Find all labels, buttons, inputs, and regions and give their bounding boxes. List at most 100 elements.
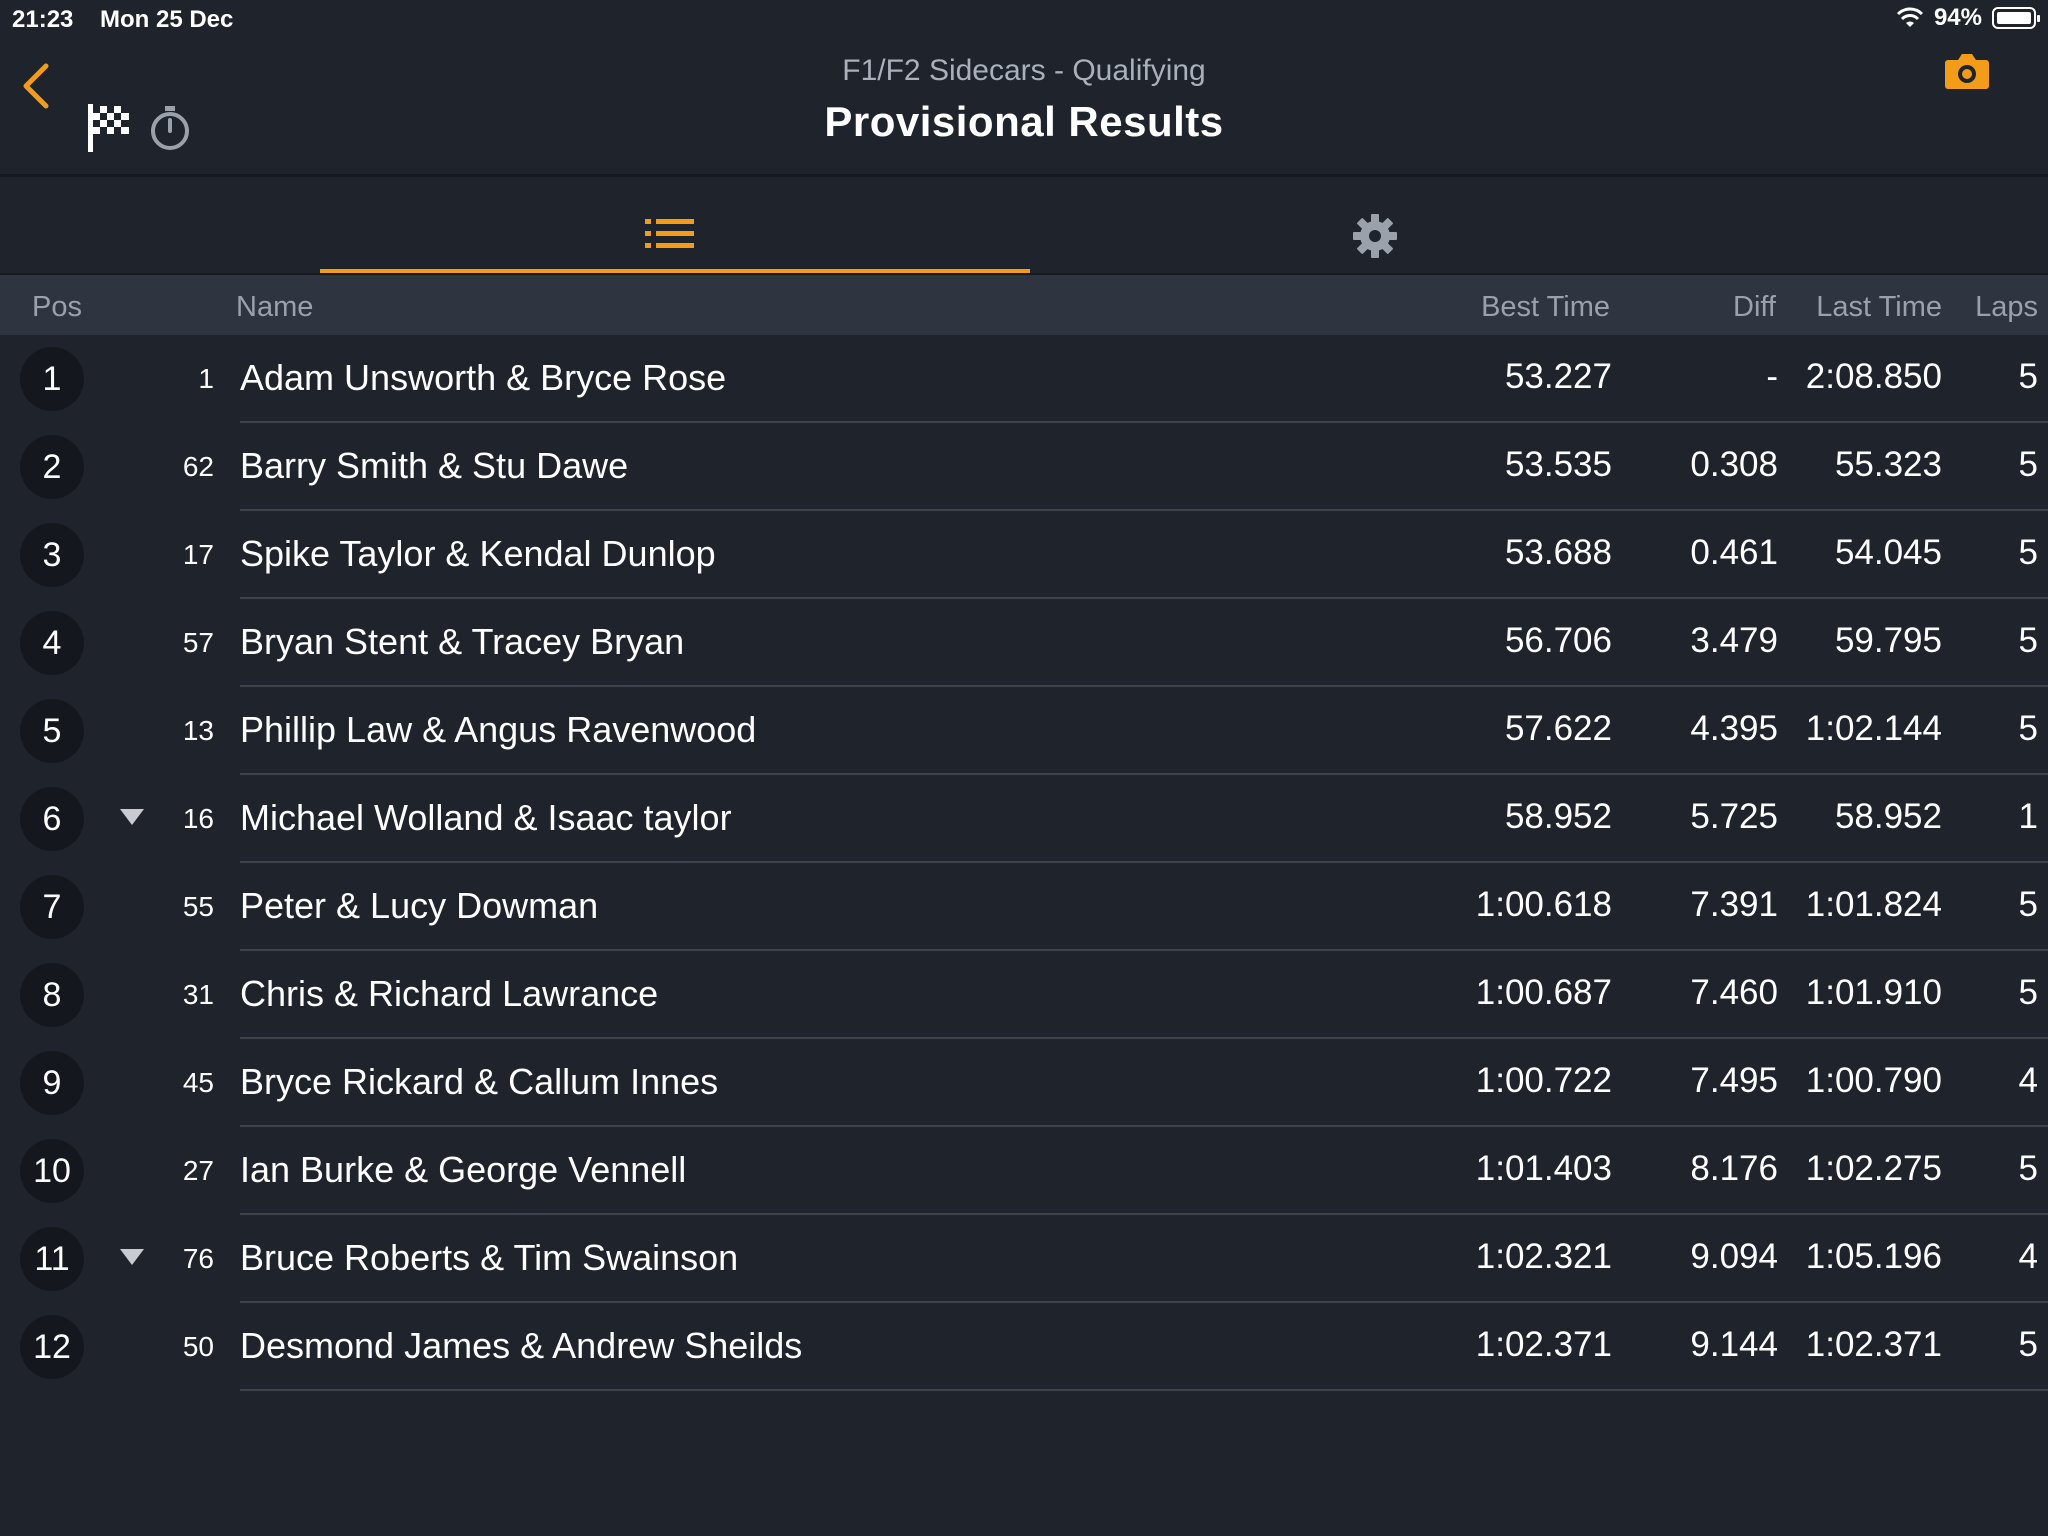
best-time: 58.952 bbox=[1504, 797, 1612, 836]
last-time: 1:02.371 bbox=[1805, 1325, 1942, 1364]
laps-count: 5 bbox=[2018, 357, 2038, 396]
status-time: 21:23 bbox=[12, 6, 74, 33]
header: F1/F2 Sidecars - Qualifying Provisional … bbox=[0, 40, 2048, 177]
table-row[interactable]: 12 50 Desmond James & Andrew Sheilds 1:0… bbox=[0, 1303, 2048, 1391]
table-row[interactable]: 4 57 Bryan Stent & Tracey Bryan 56.706 3… bbox=[0, 599, 2048, 687]
car-number: 45 bbox=[182, 1067, 214, 1098]
competitor-name: Bruce Roberts & Tim Swainson bbox=[240, 1237, 739, 1278]
column-header-last-time[interactable]: Last Time bbox=[1816, 291, 1942, 323]
laps-count: 4 bbox=[2018, 1237, 2038, 1276]
camera-button[interactable] bbox=[1944, 52, 1990, 95]
competitor-name: Peter & Lucy Dowman bbox=[240, 885, 599, 926]
results-list: 1 1 Adam Unsworth & Bryce Rose 53.227 - … bbox=[0, 335, 2048, 1391]
laps-count: 1 bbox=[2018, 797, 2038, 836]
laps-count: 5 bbox=[2018, 1149, 2038, 1188]
position-badge: 12 bbox=[20, 1315, 84, 1379]
last-time: 2:08.850 bbox=[1805, 357, 1942, 396]
tab-bar bbox=[0, 177, 2048, 275]
competitor-name: Chris & Richard Lawrance bbox=[240, 973, 659, 1014]
diff-time: 7.391 bbox=[1690, 885, 1778, 924]
row-divider bbox=[240, 773, 2048, 775]
table-row[interactable]: 2 62 Barry Smith & Stu Dawe 53.535 0.308… bbox=[0, 423, 2048, 511]
status-date: Mon 25 Dec bbox=[100, 6, 234, 33]
best-time: 1:02.321 bbox=[1475, 1237, 1612, 1276]
last-time: 59.795 bbox=[1834, 621, 1942, 660]
table-header: Pos Name Best Time Diff Last Time Laps bbox=[0, 275, 2048, 335]
last-time: 1:01.824 bbox=[1805, 885, 1942, 924]
table-row[interactable]: 10 27 Ian Burke & George Vennell 1:01.40… bbox=[0, 1127, 2048, 1215]
car-number: 50 bbox=[182, 1331, 214, 1362]
status-bar: 21:23 Mon 25 Dec 94% bbox=[0, 0, 2048, 40]
laps-count: 5 bbox=[2018, 973, 2038, 1012]
back-button[interactable] bbox=[18, 58, 58, 128]
last-time: 55.323 bbox=[1834, 445, 1942, 484]
column-header-pos[interactable]: Pos bbox=[32, 291, 82, 323]
tab-results-list[interactable] bbox=[320, 177, 1030, 273]
laps-count: 5 bbox=[2018, 1325, 2038, 1364]
last-time: 1:02.144 bbox=[1805, 709, 1942, 748]
table-row[interactable]: 9 45 Bryce Rickard & Callum Innes 1:00.7… bbox=[0, 1039, 2048, 1127]
table-row[interactable]: 8 31 Chris & Richard Lawrance 1:00.687 7… bbox=[0, 951, 2048, 1039]
last-time: 1:00.790 bbox=[1805, 1061, 1942, 1100]
position-badge: 7 bbox=[20, 875, 84, 939]
last-time: 1:01.910 bbox=[1805, 973, 1942, 1012]
table-row[interactable]: 3 17 Spike Taylor & Kendal Dunlop 53.688… bbox=[0, 511, 2048, 599]
gear-icon bbox=[1353, 214, 1397, 258]
position-badge: 11 bbox=[20, 1227, 84, 1291]
chevron-left-icon bbox=[23, 63, 49, 109]
table-row[interactable]: 6 16 Michael Wolland & Isaac taylor 58.9… bbox=[0, 775, 2048, 863]
car-number: 76 bbox=[182, 1243, 214, 1274]
laps-count: 5 bbox=[2018, 445, 2038, 484]
last-time: 54.045 bbox=[1834, 533, 1942, 572]
car-number: 62 bbox=[182, 451, 214, 482]
competitor-name: Michael Wolland & Isaac taylor bbox=[240, 797, 732, 838]
position-badge: 5 bbox=[20, 699, 84, 763]
row-divider bbox=[240, 421, 2048, 423]
table-row[interactable]: 5 13 Phillip Law & Angus Ravenwood 57.62… bbox=[0, 687, 2048, 775]
status-indicators: 94% bbox=[1896, 4, 2040, 32]
position-down-icon bbox=[120, 809, 144, 825]
column-header-name[interactable]: Name bbox=[236, 291, 314, 323]
position-badge: 8 bbox=[20, 963, 84, 1027]
table-row[interactable]: 7 55 Peter & Lucy Dowman 1:00.618 7.391 … bbox=[0, 863, 2048, 951]
competitor-name: Bryce Rickard & Callum Innes bbox=[240, 1061, 719, 1102]
diff-time: 4.395 bbox=[1690, 709, 1778, 748]
car-number: 16 bbox=[182, 803, 214, 834]
row-divider bbox=[240, 1301, 2048, 1303]
position-badge: 1 bbox=[20, 347, 84, 411]
last-time: 58.952 bbox=[1834, 797, 1942, 836]
diff-time: 8.176 bbox=[1690, 1149, 1778, 1188]
column-header-diff[interactable]: Diff bbox=[1733, 291, 1776, 323]
stopwatch-icon[interactable] bbox=[148, 104, 192, 157]
row-divider bbox=[240, 597, 2048, 599]
competitor-name: Phillip Law & Angus Ravenwood bbox=[240, 709, 757, 750]
competitor-name: Ian Burke & George Vennell bbox=[240, 1149, 687, 1190]
diff-time: 9.094 bbox=[1690, 1237, 1778, 1276]
diff-time: 0.308 bbox=[1690, 445, 1778, 484]
diff-time: 9.144 bbox=[1690, 1325, 1778, 1364]
best-time: 1:01.403 bbox=[1475, 1149, 1612, 1188]
best-time: 1:00.722 bbox=[1475, 1061, 1612, 1100]
last-time: 1:02.275 bbox=[1805, 1149, 1942, 1188]
column-header-laps[interactable]: Laps bbox=[1975, 291, 2038, 323]
competitor-name: Bryan Stent & Tracey Bryan bbox=[240, 621, 685, 662]
best-time: 1:00.687 bbox=[1475, 973, 1612, 1012]
checkered-flag-icon[interactable] bbox=[86, 102, 132, 159]
row-divider bbox=[240, 861, 2048, 863]
column-header-best-time[interactable]: Best Time bbox=[1481, 291, 1610, 323]
best-time: 1:02.371 bbox=[1475, 1325, 1612, 1364]
empty-area bbox=[0, 1391, 2048, 1536]
position-badge: 2 bbox=[20, 435, 84, 499]
table-row[interactable]: 1 1 Adam Unsworth & Bryce Rose 53.227 - … bbox=[0, 335, 2048, 423]
best-time: 57.622 bbox=[1504, 709, 1612, 748]
competitor-name: Desmond James & Andrew Sheilds bbox=[240, 1325, 803, 1366]
laps-count: 5 bbox=[2018, 885, 2038, 924]
row-divider bbox=[240, 949, 2048, 951]
position-badge: 4 bbox=[20, 611, 84, 675]
diff-time: 7.495 bbox=[1690, 1061, 1778, 1100]
diff-time: - bbox=[1766, 357, 1778, 396]
row-divider bbox=[240, 1037, 2048, 1039]
tab-settings[interactable] bbox=[1030, 177, 1720, 273]
car-number: 17 bbox=[182, 539, 214, 570]
table-row[interactable]: 11 76 Bruce Roberts & Tim Swainson 1:02.… bbox=[0, 1215, 2048, 1303]
